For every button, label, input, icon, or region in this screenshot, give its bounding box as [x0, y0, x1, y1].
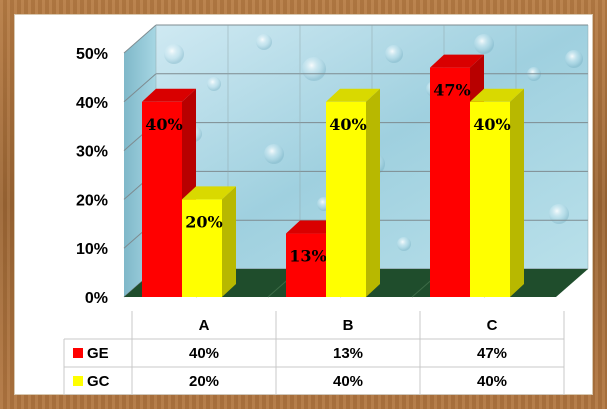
gridline-side: [123, 73, 157, 103]
water-texture: [164, 34, 583, 263]
data-label: 40%: [329, 115, 366, 134]
table-cell: 40%: [189, 345, 219, 362]
y-tick-label: 20%: [76, 192, 108, 209]
category-label: A: [199, 317, 210, 334]
bar-GC-B: [326, 88, 380, 297]
legend-swatch: [73, 348, 83, 358]
y-tick-label: 30%: [76, 144, 108, 161]
category-label: B: [343, 317, 354, 334]
data-table: A B C GE 40% 13% 47% GC 20% 40% 40%: [63, 311, 565, 395]
y-tick-label: 10%: [76, 241, 108, 258]
data-label: 40%: [145, 115, 182, 134]
gridline-side: [123, 24, 157, 54]
data-label: 47%: [433, 81, 470, 100]
legend-label: GC: [87, 373, 110, 390]
y-tick-label: 40%: [76, 95, 108, 112]
category-label: C: [487, 317, 498, 334]
legend-label: GE: [87, 345, 109, 362]
y-axis: 0% 10% 20% 30% 40% 50%: [76, 46, 108, 307]
y-tick-label: 50%: [76, 46, 108, 63]
data-label: 40%: [473, 115, 510, 134]
data-label: 13%: [289, 247, 326, 266]
table-cell: 47%: [477, 345, 507, 362]
bar-GC-C: [470, 88, 524, 297]
table-cell: 20%: [189, 373, 219, 390]
bar-GC-A: [182, 186, 236, 297]
plot-area: 40%20%13%40%47%40%: [123, 24, 589, 298]
data-label: 20%: [185, 212, 222, 231]
table-cell: 13%: [333, 345, 363, 362]
legend-swatch: [73, 376, 83, 386]
table-cell: 40%: [477, 373, 507, 390]
table-cell: 40%: [333, 373, 363, 390]
y-tick-label: 0%: [85, 290, 108, 307]
